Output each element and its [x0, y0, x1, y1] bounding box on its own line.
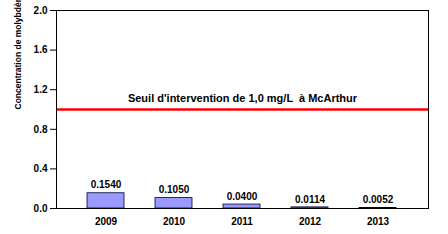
- svg-text:Concentration de molybdène à M: Concentration de molybdène à McClean Lak…: [13, 0, 23, 110]
- svg-text:1.2: 1.2: [34, 84, 48, 95]
- svg-text:2012: 2012: [299, 216, 322, 227]
- svg-text:0.0052: 0.0052: [363, 194, 394, 205]
- svg-text:0.0400: 0.0400: [227, 191, 258, 202]
- svg-text:0.1540: 0.1540: [91, 179, 122, 190]
- svg-text:0.1050: 0.1050: [159, 184, 190, 195]
- svg-text:0.0114: 0.0114: [295, 194, 325, 205]
- svg-text:2013: 2013: [367, 216, 390, 227]
- svg-text:2010: 2010: [163, 216, 186, 227]
- svg-text:0.8: 0.8: [34, 124, 48, 135]
- svg-text:0.0: 0.0: [34, 203, 48, 214]
- svg-text:1.6: 1.6: [34, 44, 48, 55]
- svg-text:2009: 2009: [95, 216, 118, 227]
- svg-text:2.0: 2.0: [34, 5, 48, 16]
- svg-text:Seuil d'intervention de 1,0 mg: Seuil d'intervention de 1,0 mg/L à McArt…: [128, 92, 358, 104]
- svg-text:2011: 2011: [231, 216, 253, 227]
- svg-text:0.4: 0.4: [34, 163, 48, 174]
